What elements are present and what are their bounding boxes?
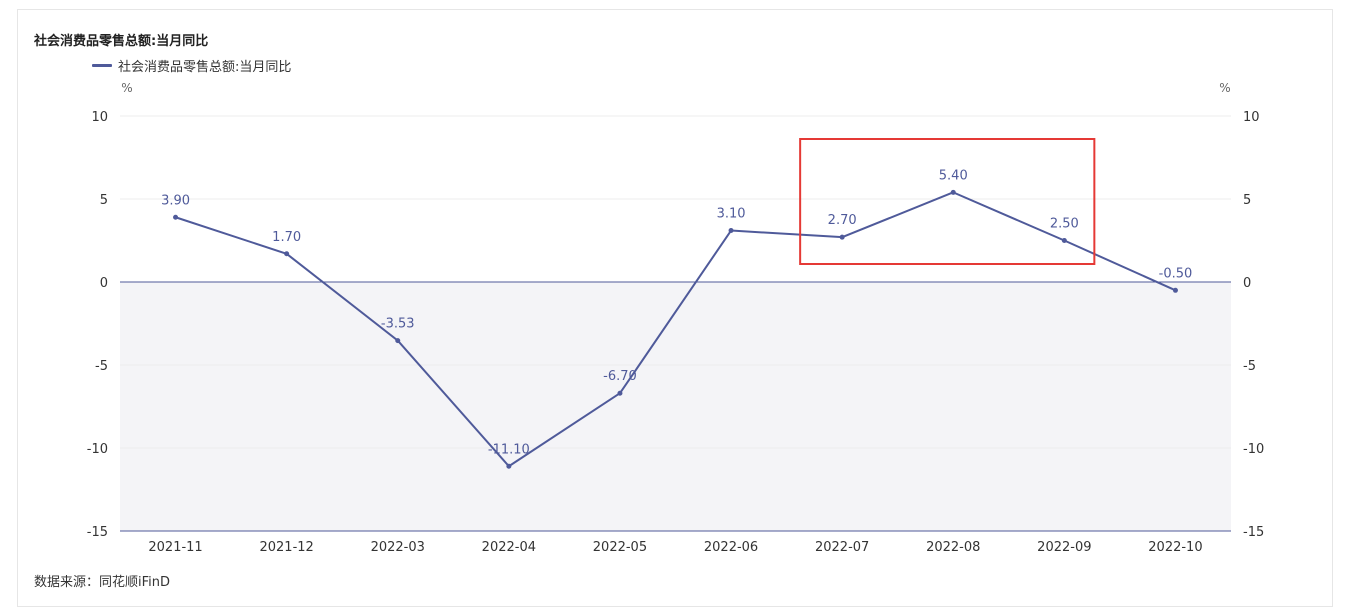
data-point[interactable] xyxy=(950,189,956,195)
y-tick-label-right: 5 xyxy=(1243,193,1251,208)
data-point[interactable] xyxy=(284,251,290,257)
data-label: 5.40 xyxy=(939,168,968,183)
data-point[interactable] xyxy=(1172,287,1178,293)
data-point[interactable] xyxy=(728,228,734,234)
y-tick-label-right: 0 xyxy=(1243,276,1251,291)
data-label: -3.53 xyxy=(381,317,415,332)
y-tick-label-left: -15 xyxy=(87,525,108,540)
legend[interactable]: 社会消费品零售总额:当月同比 xyxy=(92,56,291,75)
data-point[interactable] xyxy=(173,214,179,220)
data-label: 3.90 xyxy=(161,193,190,208)
data-point[interactable] xyxy=(395,338,401,344)
y-axis-unit-right: % xyxy=(1219,81,1230,95)
data-point[interactable] xyxy=(506,463,512,469)
data-label: -6.70 xyxy=(603,369,637,384)
y-tick-label-left: 0 xyxy=(100,276,108,291)
x-axis-ticks: 2021-11 2021-12 2022-03 2022-04 2022-05 2022-… xyxy=(148,540,1202,555)
y-tick-label-left: 5 xyxy=(100,193,108,208)
x-tick-label: 2022-10 xyxy=(1148,540,1202,555)
series-line xyxy=(175,191,1176,468)
y-axis-unit-left: % xyxy=(121,81,132,95)
data-source: 数据来源：同花顺iFinD xyxy=(34,575,171,590)
data-label: 3.10 xyxy=(717,207,746,222)
data-labels: 3.90 1.70 -3.53 -11.10 -6.70 3.10 2.70 5.40 2.50… xyxy=(161,168,1192,457)
y-tick-label-right: -5 xyxy=(1243,359,1256,374)
data-point[interactable] xyxy=(1061,238,1067,243)
legend-label: 社会消费品零售总额:当月同比 xyxy=(118,60,292,75)
x-tick-label: 2022-05 xyxy=(593,540,647,555)
data-label: 2.50 xyxy=(1050,217,1079,232)
legend-swatch xyxy=(92,64,112,67)
x-tick-label: 2022-06 xyxy=(704,540,758,555)
x-tick-label: 2021-12 xyxy=(259,540,313,555)
x-tick-label: 2022-07 xyxy=(815,540,869,555)
x-tick-label: 2022-08 xyxy=(926,540,980,555)
y-tick-label-right: 10 xyxy=(1243,110,1260,125)
gridlines xyxy=(120,115,1231,449)
y-tick-label-right: -15 xyxy=(1243,525,1264,540)
y-tick-label-left: 10 xyxy=(91,110,108,125)
negative-area-background xyxy=(120,282,1231,531)
x-tick-label: 2022-03 xyxy=(371,540,425,555)
data-point[interactable] xyxy=(839,234,845,240)
data-label: 2.70 xyxy=(828,213,857,228)
y-tick-label-left: -5 xyxy=(95,359,108,374)
highlight-box xyxy=(799,138,1096,265)
x-tick-label: 2022-04 xyxy=(482,540,536,555)
data-label: 1.70 xyxy=(272,230,301,245)
data-label: -0.50 xyxy=(1159,266,1193,281)
chart-title: 社会消费品零售总额:当月同比 xyxy=(34,34,209,49)
y-axis-left-ticks: 10 5 0 -5 -10 -15 xyxy=(87,110,108,540)
x-tick-label: 2022-09 xyxy=(1037,540,1091,555)
x-tick-label: 2021-11 xyxy=(148,540,202,555)
data-label: -11.10 xyxy=(488,442,530,457)
data-point[interactable] xyxy=(617,390,623,396)
y-tick-label-left: -10 xyxy=(87,442,108,457)
y-tick-label-right: -10 xyxy=(1243,442,1264,457)
y-axis-right-ticks: 10 5 0 -5 -10 -15 xyxy=(1243,110,1264,540)
data-points xyxy=(173,189,1178,469)
